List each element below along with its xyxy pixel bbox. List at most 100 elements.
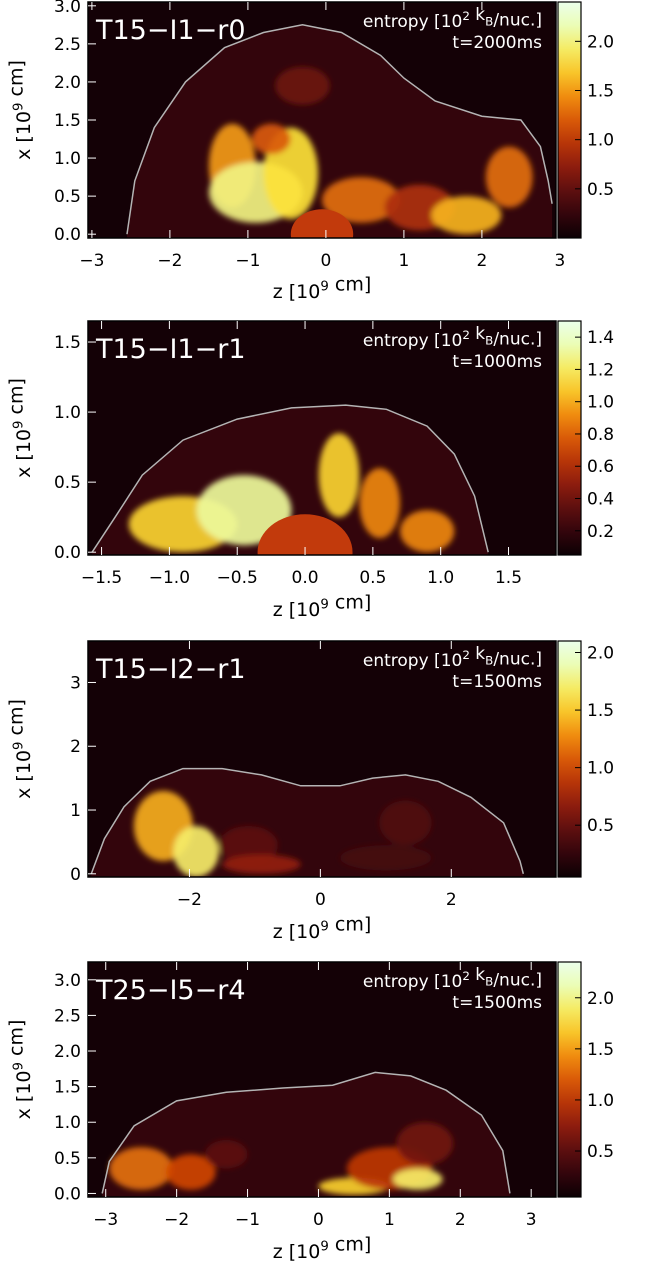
y-tick-label: 0.0 [54, 1184, 81, 1204]
colorbar-tick-label: 1.0 [587, 393, 614, 413]
x-tick-label: −1 [235, 251, 260, 271]
x-tick-label: 2 [446, 890, 457, 910]
x-tick-label: −0.5 [217, 568, 258, 588]
quantity-label: entropy [102 kB/nuc.] [363, 324, 542, 351]
dense-core [290, 209, 354, 238]
x-tick-label: 3 [554, 251, 565, 271]
entropy-plume [222, 854, 301, 874]
y-tick-label: 1.0 [54, 403, 81, 423]
entropy-plume [392, 1168, 443, 1190]
y-tick-label: 1.5 [54, 333, 81, 353]
plot-frame [87, 961, 557, 1198]
colorbar-tick-label: 1.0 [587, 759, 614, 779]
y-tick-label: 2.5 [54, 1006, 81, 1026]
entropy-plume [166, 1154, 216, 1190]
plot-area [88, 962, 556, 1197]
model-title: T15−I2−r1 [95, 654, 246, 685]
entropy-plume [340, 845, 432, 871]
plume-group [133, 790, 432, 877]
y-axis-label: x [109 cm] [5, 699, 35, 799]
x-tick-label: −1.5 [81, 568, 122, 588]
entropy-plume [396, 1122, 454, 1165]
x-tick-label: 0.0 [292, 568, 319, 588]
colorbar-tick-label: 1.5 [587, 1040, 614, 1060]
y-axis-label: x [109 cm] [5, 378, 35, 478]
entropy-panel: T15−I1−r0 entropy [102 kB/nuc.]t=2000ms −3… [5, 0, 614, 303]
entropy-plume [400, 510, 455, 553]
y-tick-label: 3 [70, 673, 81, 693]
plume-group [208, 66, 533, 235]
colorbar-tick-label: 0.5 [587, 180, 614, 200]
x-tick-label: −2 [177, 890, 202, 910]
plot-area [88, 641, 556, 877]
x-tick-label: 2 [455, 1210, 466, 1230]
colorbar [557, 640, 582, 878]
plot-area [88, 321, 556, 555]
entropy-plume [485, 146, 533, 208]
entropy-plume [359, 468, 400, 539]
y-tick-label: 1.0 [54, 149, 81, 169]
x-axis-label: z [109 cm] [273, 913, 372, 943]
entropy-plume [431, 196, 502, 235]
x-tick-label: −3 [93, 1210, 118, 1230]
colorbar-tick-label: 1.4 [587, 328, 614, 348]
plot-frame [87, 320, 557, 556]
x-tick-label: −1 [235, 1210, 260, 1230]
x-tick-label: −1.0 [149, 568, 190, 588]
shock-front-line [91, 404, 489, 553]
entropy-panel: T15−I1−r1 entropy [102 kB/nuc.]t=1000ms −1… [5, 320, 614, 621]
x-tick-label: 1 [384, 1210, 395, 1230]
y-tick-label: 2.0 [54, 1042, 81, 1062]
quantity-label: entropy [102 kB/nuc.] [363, 5, 542, 32]
x-tick-label: 1 [398, 251, 409, 271]
y-tick-label: 2.0 [54, 73, 81, 93]
entropy-plume [218, 825, 278, 865]
x-tick-label: −3 [79, 251, 104, 271]
colorbar-tick-label: 0.5 [587, 1142, 614, 1162]
dense-core [257, 514, 353, 555]
colorbar-tick-label: 1.5 [587, 82, 614, 102]
time-label: t=2000ms [452, 33, 542, 53]
x-tick-label: 1.0 [427, 568, 454, 588]
y-tick-label: 1.0 [54, 1113, 81, 1133]
model-title: T15−I1−r1 [95, 334, 246, 365]
plume-group [109, 1122, 454, 1195]
y-tick-label: 0.5 [54, 1149, 81, 1169]
colorbar [557, 961, 582, 1198]
colorbar-tick-label: 0.2 [587, 522, 614, 542]
x-tick-label: 0 [313, 1210, 324, 1230]
y-tick-label: 0.5 [54, 187, 81, 207]
x-tick-label: 1.5 [495, 568, 522, 588]
colorbar-tick-label: 2.0 [587, 644, 614, 664]
colorbar-tick-label: 1.0 [587, 1091, 614, 1111]
y-tick-label: 1 [70, 801, 81, 821]
x-tick-label: 2 [476, 251, 487, 271]
x-tick-label: 0 [320, 251, 331, 271]
model-title: T15−I1−r0 [95, 15, 246, 46]
y-axis-label: x [109 cm] [5, 1020, 35, 1120]
x-axis-label: z [109 cm] [273, 591, 372, 621]
colorbar-tick-label: 2.0 [587, 32, 614, 52]
y-axis-label: x [109 cm] [5, 60, 35, 160]
entropy-plume [251, 123, 291, 155]
colorbar-tick-label: 2.0 [587, 989, 614, 1009]
entropy-plume [205, 1140, 248, 1169]
x-axis-label: z [109 cm] [273, 1233, 372, 1263]
entropy-plume [318, 433, 360, 518]
colorbar-tick-label: 1.5 [587, 701, 614, 721]
y-tick-label: 3.0 [54, 971, 81, 991]
entropy-plume [109, 1147, 174, 1190]
y-tick-label: 0.0 [54, 225, 81, 245]
x-axis-label: z [109 cm] [273, 273, 372, 303]
y-tick-label: 0.5 [54, 473, 81, 493]
y-tick-label: 1.5 [54, 111, 81, 131]
x-tick-label: 3 [526, 1210, 537, 1230]
entropy-panel: T25−I5−r4 entropy [102 kB/nuc.]t=1500ms −3… [5, 961, 614, 1263]
x-tick-label: 0.5 [359, 568, 386, 588]
colorbar-tick-label: 0.6 [587, 457, 614, 477]
colorbar [557, 320, 582, 556]
y-tick-label: 3.0 [54, 0, 81, 17]
colorbar-tick-label: 0.5 [587, 816, 614, 836]
time-label: t=1000ms [452, 352, 542, 372]
